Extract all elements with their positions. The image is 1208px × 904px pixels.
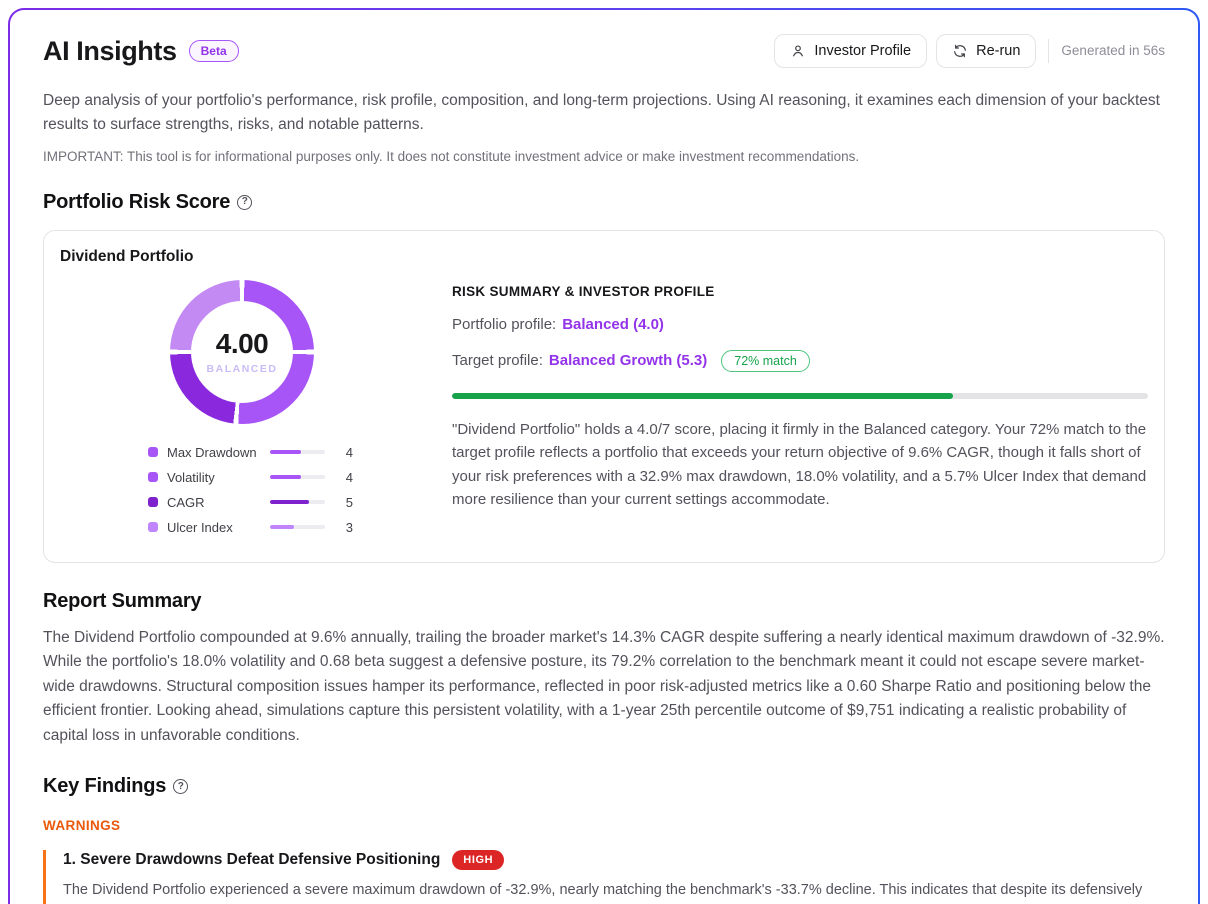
- legend-value: 5: [345, 494, 353, 510]
- report-summary-heading: Report Summary: [43, 589, 202, 612]
- risk-summary-heading: RISK SUMMARY & INVESTOR PROFILE: [452, 283, 715, 299]
- page-description: Deep analysis of your portfolio's perfor…: [43, 92, 1160, 134]
- investor-profile-label: Investor Profile: [814, 43, 912, 59]
- refresh-icon: [954, 44, 967, 58]
- disclaimer-text: IMPORTANT: This tool is for informationa…: [43, 148, 860, 164]
- ai-insights-page: AI Insights Beta Investor Profile Re-run: [10, 10, 1198, 904]
- rerun-button[interactable]: Re-run: [936, 34, 1037, 68]
- portfolio-profile-value: Balanced (4.0): [562, 315, 664, 333]
- generated-timestamp: Generated in 56s: [1048, 39, 1165, 63]
- risk-score-section-title: Portfolio Risk Score: [43, 190, 231, 213]
- risk-score-value: 4.00: [215, 328, 269, 360]
- legend-bar: [270, 525, 325, 530]
- legend-bar: [270, 475, 325, 480]
- legend-swatch: [148, 522, 158, 533]
- legend-label: Max Drawdown: [167, 444, 257, 460]
- legend-bar: [270, 500, 325, 505]
- legend-swatch: [148, 447, 158, 458]
- legend-bar: [270, 450, 325, 455]
- legend-item: Max Drawdown 4: [148, 440, 353, 465]
- legend-bar-fill: [270, 525, 294, 530]
- rerun-label: Re-run: [976, 43, 1021, 59]
- legend-value: 4: [345, 469, 353, 485]
- match-badge: 72% match: [721, 349, 810, 372]
- donut-center: 4.00 BALANCED: [191, 300, 293, 403]
- legend-bar-fill: [270, 475, 302, 480]
- risk-legend: Max Drawdown 4 Volatility 4 CAGR: [148, 440, 353, 540]
- donut-column: 4.00 BALANCED Max Drawdown 4: [60, 279, 360, 540]
- beta-badge: Beta: [188, 40, 239, 62]
- target-profile-value: Balanced Growth (5.3): [548, 352, 708, 370]
- legend-bar-fill: [270, 450, 302, 455]
- investor-profile-button[interactable]: Investor Profile: [774, 34, 928, 68]
- page-header: AI Insights Beta Investor Profile Re-run: [43, 34, 1165, 68]
- finding-title: 1. Severe Drawdowns Defeat Defensive Pos…: [63, 851, 441, 869]
- risk-summary-column: RISK SUMMARY & INVESTOR PROFILE Portfoli…: [452, 280, 1148, 540]
- page-title: AI Insights: [43, 35, 177, 66]
- legend-item: Ulcer Index 3: [148, 515, 353, 540]
- key-findings-section-title: Key Findings: [43, 775, 167, 798]
- portfolio-name: Dividend Portfolio: [60, 247, 194, 265]
- key-findings-section-heading: Key Findings ?: [43, 775, 1165, 798]
- legend-bar-fill: [270, 500, 310, 505]
- target-profile-label: Target profile:: [452, 352, 543, 370]
- person-icon: [793, 45, 804, 57]
- severity-badge: HIGH: [452, 850, 505, 871]
- legend-value: 4: [345, 444, 353, 460]
- legend-value: 3: [345, 519, 353, 535]
- help-icon[interactable]: ?: [173, 779, 189, 795]
- help-icon[interactable]: ?: [237, 194, 253, 210]
- legend-swatch: [148, 497, 158, 508]
- match-progress-track: [452, 392, 1148, 399]
- report-summary-text: The Dividend Portfolio compounded at 9.6…: [43, 628, 1165, 744]
- legend-label: Ulcer Index: [167, 519, 233, 535]
- legend-item: CAGR 5: [148, 490, 353, 515]
- risk-score-card: Dividend Portfolio 4.00 BALANCED Max Dra…: [43, 229, 1165, 563]
- portfolio-profile-label: Portfolio profile:: [452, 315, 557, 333]
- warnings-label: WARNINGS: [43, 818, 121, 834]
- gradient-page-frame: AI Insights Beta Investor Profile Re-run: [8, 8, 1200, 904]
- legend-item: Volatility 4: [148, 465, 353, 490]
- finding-description: The Dividend Portfolio experienced a sev…: [63, 882, 1143, 899]
- legend-label: Volatility: [167, 469, 215, 485]
- risk-summary-text: "Dividend Portfolio" holds a 4.0/7 score…: [452, 420, 1147, 509]
- finding-item: 1. Severe Drawdowns Defeat Defensive Pos…: [43, 850, 1165, 904]
- match-progress-fill: [452, 392, 954, 399]
- legend-label: CAGR: [167, 494, 205, 510]
- legend-swatch: [148, 472, 158, 483]
- risk-score-category: BALANCED: [206, 363, 278, 376]
- risk-score-section-heading: Portfolio Risk Score ?: [43, 191, 1165, 214]
